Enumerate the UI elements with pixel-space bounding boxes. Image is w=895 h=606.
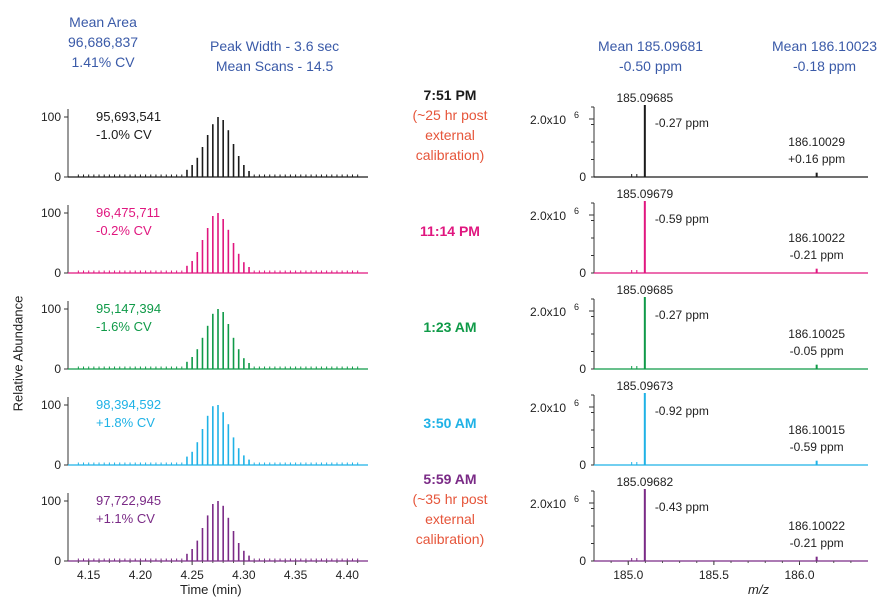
spec-y-tick-exponent: 6 xyxy=(574,494,579,504)
time-label-block: 3:50 AM xyxy=(390,413,510,433)
mean-185-ppm: -0.50 ppm xyxy=(619,58,683,74)
spec-peak1-mz: 185.09685 xyxy=(616,283,673,297)
chrom-x-tick-label: 4.40 xyxy=(336,568,360,582)
spec-peak1-ppm: -0.59 ppm xyxy=(655,212,709,226)
chrom-area-label: 95,147,394 xyxy=(96,301,161,316)
spec-y-tick-label: 2.0x10 xyxy=(530,209,566,223)
mean-185-header: Mean 185.09681 -0.50 ppm xyxy=(598,36,703,76)
spec-peak2-mz: 186.10022 xyxy=(788,231,845,245)
calibration-note: calibration) xyxy=(415,531,485,547)
spec-peak2-ppm: +0.16 ppm xyxy=(788,152,845,166)
mean-area-title: Mean Area xyxy=(69,14,137,30)
spec-peak2-mz: 186.10025 xyxy=(788,327,845,341)
chrom-y-tick-label: 100 xyxy=(41,206,61,220)
mean-area-value: 96,686,837 xyxy=(68,34,139,50)
spec-y-tick-exponent: 6 xyxy=(574,302,579,312)
time-label-block: 7:51 PM (~25 hr post external calibration) xyxy=(390,85,510,165)
chrom-y-tick-label: 0 xyxy=(54,362,61,376)
peak-width-header: Peak Width - 3.6 sec Mean Scans - 14.5 xyxy=(210,36,339,76)
mean-186-title: Mean 186.10023 xyxy=(772,38,878,54)
time-label: 3:50 AM xyxy=(423,415,477,431)
chrom-y-tick-label: 100 xyxy=(41,398,61,412)
spec-peak2-mz: 186.10029 xyxy=(788,135,845,149)
chrom-x-tick-label: 4.15 xyxy=(77,568,101,582)
spec-y-tick-label: 2.0x10 xyxy=(530,113,566,127)
spec-peak2-ppm: -0.05 ppm xyxy=(790,344,844,358)
spec-x-tick-label: 186.0 xyxy=(784,568,814,582)
time-label: 1:23 AM xyxy=(423,319,477,335)
spec-peak2-mz: 186.10022 xyxy=(788,519,845,533)
chrom-cv-label: +1.1% CV xyxy=(96,511,155,526)
calibration-note: external xyxy=(425,511,475,527)
mean-186-header: Mean 186.10023 -0.18 ppm xyxy=(772,36,877,76)
chrom-area-label: 96,475,711 xyxy=(96,205,160,220)
spec-y-zero-label: 0 xyxy=(579,362,586,376)
calibration-note: external xyxy=(425,127,475,143)
spec-x-tick-label: 185.0 xyxy=(613,568,643,582)
calibration-note: calibration) xyxy=(415,147,485,163)
time-label: 11:14 PM xyxy=(420,223,480,239)
x-axis-title-time: Time (min) xyxy=(180,582,242,597)
spec-y-zero-label: 0 xyxy=(579,458,586,472)
spec-peak2-mz: 186.10015 xyxy=(788,423,845,437)
spec-peak1-ppm: -0.92 ppm xyxy=(655,404,709,418)
spec-y-zero-label: 0 xyxy=(579,170,586,184)
calibration-note: (~35 hr post xyxy=(412,491,488,507)
chrom-x-tick-label: 4.20 xyxy=(129,568,153,582)
mean-area-cv: 1.41% CV xyxy=(71,54,135,70)
spec-peak1-ppm: -0.27 ppm xyxy=(655,308,709,322)
spec-peak1-mz: 185.09685 xyxy=(616,91,673,105)
time-label-block: 5:59 AM (~35 hr post external calibration) xyxy=(390,469,510,549)
calibration-note: (~25 hr post xyxy=(412,107,488,123)
peak-width-text: Peak Width - 3.6 sec xyxy=(210,38,340,54)
spec-y-tick-exponent: 6 xyxy=(574,206,579,216)
time-label: 5:59 AM xyxy=(423,471,477,487)
chrom-x-tick-label: 4.35 xyxy=(284,568,308,582)
chrom-area-label: 95,693,541 xyxy=(96,109,161,124)
spec-y-zero-label: 0 xyxy=(579,554,586,568)
mean-185-title: Mean 185.09681 xyxy=(598,38,704,54)
chrom-y-tick-label: 0 xyxy=(54,266,61,280)
chrom-x-tick-label: 4.25 xyxy=(180,568,204,582)
spec-peak1-mz: 185.09679 xyxy=(616,187,673,201)
chrom-y-tick-label: 100 xyxy=(41,494,61,508)
chrom-x-tick-label: 4.30 xyxy=(232,568,256,582)
spec-peak1-mz: 185.09673 xyxy=(616,379,673,393)
spec-peak2-ppm: -0.21 ppm xyxy=(790,248,844,262)
chrom-y-tick-label: 0 xyxy=(54,554,61,568)
x-axis-title-mz: m/z xyxy=(748,582,769,597)
spec-y-tick-exponent: 6 xyxy=(574,398,579,408)
mean-186-ppm: -0.18 ppm xyxy=(793,58,857,74)
time-label-block: 1:23 AM xyxy=(390,317,510,337)
spec-y-zero-label: 0 xyxy=(579,266,586,280)
mean-area-header: Mean Area 96,686,837 1.41% CV xyxy=(68,12,138,72)
chrom-area-label: 98,394,592 xyxy=(96,397,161,412)
time-label-block: 11:14 PM xyxy=(390,221,510,241)
chrom-y-tick-label: 100 xyxy=(41,110,61,124)
spec-peak1-mz: 185.09682 xyxy=(616,475,673,489)
chrom-cv-label: -1.6% CV xyxy=(96,319,152,334)
spec-y-tick-label: 2.0x10 xyxy=(530,305,566,319)
spec-y-tick-exponent: 6 xyxy=(574,110,579,120)
spec-x-tick-label: 185.5 xyxy=(699,568,729,582)
spec-peak1-ppm: -0.43 ppm xyxy=(655,500,709,514)
chrom-y-tick-label: 0 xyxy=(54,170,61,184)
spec-y-tick-label: 2.0x10 xyxy=(530,497,566,511)
chrom-area-label: 97,722,945 xyxy=(96,493,161,508)
chrom-cv-label: -1.0% CV xyxy=(96,127,152,142)
spec-peak2-ppm: -0.21 ppm xyxy=(790,536,844,550)
spec-y-tick-label: 2.0x10 xyxy=(530,401,566,415)
spec-peak2-ppm: -0.59 ppm xyxy=(790,440,844,454)
time-label: 7:51 PM xyxy=(423,87,477,103)
mean-scans-text: Mean Scans - 14.5 xyxy=(215,58,334,74)
chrom-cv-label: -0.2% CV xyxy=(96,223,152,238)
chrom-cv-label: +1.8% CV xyxy=(96,415,155,430)
spec-peak1-ppm: -0.27 ppm xyxy=(655,116,709,130)
chrom-y-tick-label: 0 xyxy=(54,458,61,472)
chrom-y-tick-label: 100 xyxy=(41,302,61,316)
